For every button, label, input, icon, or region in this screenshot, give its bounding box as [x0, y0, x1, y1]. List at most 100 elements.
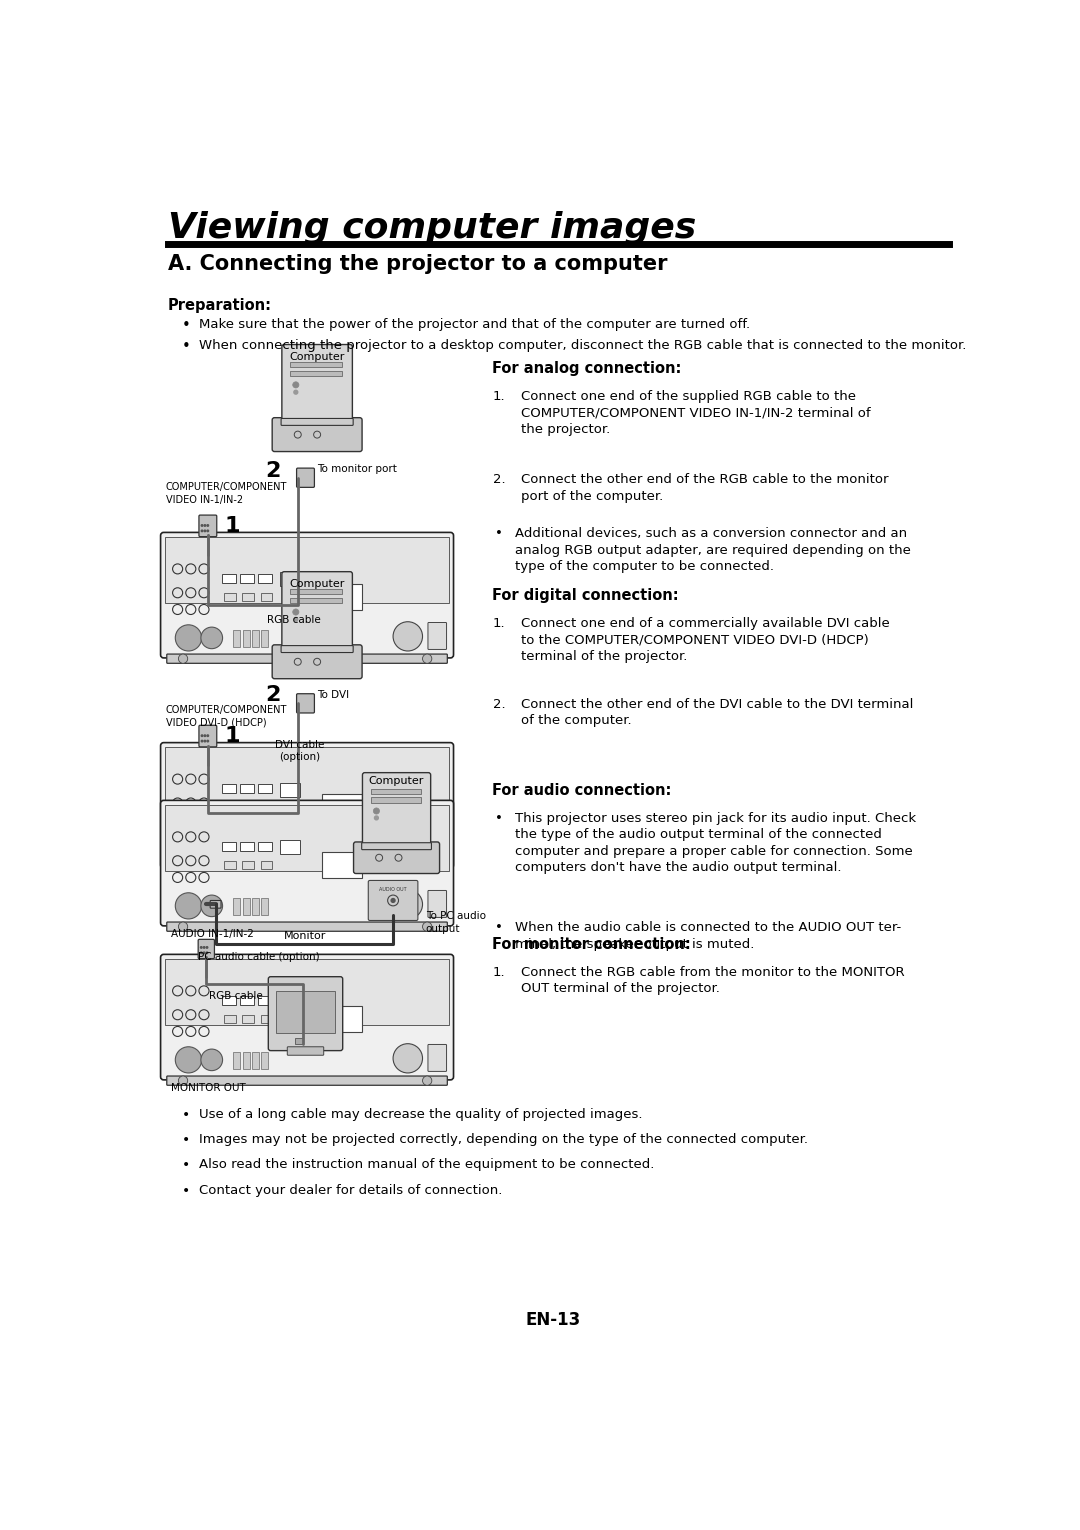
- FancyBboxPatch shape: [372, 789, 420, 794]
- Text: •: •: [181, 318, 190, 332]
- Circle shape: [201, 734, 203, 736]
- FancyBboxPatch shape: [261, 630, 268, 647]
- FancyBboxPatch shape: [272, 644, 362, 679]
- Text: •: •: [496, 812, 503, 825]
- FancyBboxPatch shape: [258, 996, 272, 1005]
- FancyBboxPatch shape: [233, 898, 241, 915]
- FancyBboxPatch shape: [280, 572, 300, 586]
- Circle shape: [201, 627, 222, 649]
- Text: When connecting the projector to a desktop computer, disconnect the RGB cable th: When connecting the projector to a deskt…: [199, 340, 966, 352]
- Circle shape: [393, 621, 422, 650]
- Circle shape: [207, 529, 208, 531]
- FancyBboxPatch shape: [272, 418, 362, 451]
- Circle shape: [207, 734, 208, 736]
- Circle shape: [201, 1050, 222, 1071]
- FancyBboxPatch shape: [165, 747, 449, 812]
- FancyBboxPatch shape: [221, 996, 235, 1005]
- FancyBboxPatch shape: [428, 832, 446, 860]
- FancyBboxPatch shape: [166, 864, 447, 874]
- Circle shape: [175, 835, 202, 861]
- FancyBboxPatch shape: [233, 1053, 241, 1069]
- Text: EN-13: EN-13: [526, 1311, 581, 1330]
- Text: To monitor port: To monitor port: [318, 464, 397, 474]
- FancyBboxPatch shape: [260, 803, 272, 811]
- FancyBboxPatch shape: [198, 939, 215, 959]
- Text: For audio connection:: For audio connection:: [491, 783, 671, 797]
- Circle shape: [422, 653, 432, 664]
- FancyBboxPatch shape: [280, 840, 300, 854]
- Text: 2: 2: [266, 461, 281, 480]
- Text: Computer: Computer: [289, 580, 345, 589]
- Circle shape: [393, 1043, 422, 1073]
- Circle shape: [204, 734, 205, 736]
- FancyBboxPatch shape: [225, 1016, 235, 1024]
- FancyBboxPatch shape: [252, 1053, 259, 1069]
- FancyBboxPatch shape: [362, 843, 431, 849]
- Circle shape: [203, 947, 205, 949]
- FancyBboxPatch shape: [252, 898, 259, 915]
- Circle shape: [175, 624, 202, 650]
- Circle shape: [374, 808, 379, 814]
- FancyBboxPatch shape: [211, 901, 221, 909]
- Circle shape: [175, 894, 202, 920]
- FancyBboxPatch shape: [297, 693, 314, 713]
- Circle shape: [201, 947, 202, 949]
- Circle shape: [178, 653, 188, 664]
- Text: 2.: 2.: [494, 473, 505, 487]
- FancyBboxPatch shape: [282, 572, 352, 649]
- Text: When the audio cable is connected to the AUDIO OUT ter-
minal, the speaker outpu: When the audio cable is connected to the…: [515, 921, 901, 950]
- FancyBboxPatch shape: [291, 363, 342, 367]
- Circle shape: [178, 864, 188, 874]
- FancyBboxPatch shape: [166, 653, 447, 664]
- Circle shape: [207, 525, 208, 526]
- FancyBboxPatch shape: [363, 773, 431, 846]
- Circle shape: [293, 609, 299, 615]
- Text: For monitor connection:: For monitor connection:: [491, 936, 690, 952]
- Circle shape: [393, 832, 422, 861]
- Text: COMPUTER/COMPONENT
VIDEO IN-1/IN-2: COMPUTER/COMPONENT VIDEO IN-1/IN-2: [166, 482, 287, 505]
- FancyBboxPatch shape: [221, 574, 235, 583]
- FancyBboxPatch shape: [261, 840, 268, 857]
- FancyBboxPatch shape: [243, 1053, 249, 1069]
- Text: 1.: 1.: [494, 965, 505, 979]
- FancyBboxPatch shape: [260, 1016, 272, 1024]
- FancyBboxPatch shape: [258, 785, 272, 794]
- FancyBboxPatch shape: [281, 418, 353, 425]
- Circle shape: [294, 390, 298, 395]
- Circle shape: [204, 525, 205, 526]
- FancyBboxPatch shape: [242, 1016, 254, 1024]
- Text: AUDIO OUT: AUDIO OUT: [379, 887, 407, 892]
- FancyBboxPatch shape: [322, 1007, 362, 1033]
- Text: Computer: Computer: [289, 352, 345, 363]
- FancyBboxPatch shape: [322, 584, 362, 610]
- Text: Connect the RGB cable from the monitor to the MONITOR
OUT terminal of the projec: Connect the RGB cable from the monitor t…: [521, 965, 905, 996]
- FancyBboxPatch shape: [233, 840, 241, 857]
- FancyBboxPatch shape: [243, 898, 249, 915]
- Circle shape: [206, 947, 207, 949]
- FancyBboxPatch shape: [165, 959, 449, 1025]
- FancyBboxPatch shape: [225, 803, 235, 811]
- Circle shape: [175, 1047, 202, 1073]
- Text: To DVI: To DVI: [318, 690, 349, 699]
- Circle shape: [207, 741, 208, 742]
- Text: This projector uses stereo pin jack for its audio input. Check
the type of the a: This projector uses stereo pin jack for …: [515, 812, 916, 875]
- FancyBboxPatch shape: [243, 630, 249, 647]
- Circle shape: [422, 923, 432, 932]
- FancyBboxPatch shape: [322, 794, 362, 820]
- Circle shape: [201, 529, 203, 531]
- Text: Connect the other end of the RGB cable to the monitor
port of the computer.: Connect the other end of the RGB cable t…: [521, 473, 889, 503]
- Text: MONITOR OUT: MONITOR OUT: [172, 1083, 246, 1092]
- FancyBboxPatch shape: [372, 797, 420, 803]
- FancyBboxPatch shape: [428, 890, 446, 918]
- Circle shape: [201, 525, 203, 526]
- Text: Additional devices, such as a conversion connector and an
analog RGB output adap: Additional devices, such as a conversion…: [515, 526, 910, 574]
- FancyBboxPatch shape: [166, 923, 447, 932]
- Text: Preparation:: Preparation:: [167, 297, 271, 312]
- FancyBboxPatch shape: [282, 344, 352, 422]
- Text: 1: 1: [225, 516, 241, 536]
- Text: Connect one end of the supplied RGB cable to the
COMPUTER/COMPONENT VIDEO IN-1/I: Connect one end of the supplied RGB cabl…: [521, 390, 870, 436]
- Text: DVI cable
(option): DVI cable (option): [274, 739, 324, 762]
- Text: 1.: 1.: [494, 617, 505, 630]
- Text: 1: 1: [225, 727, 241, 747]
- FancyBboxPatch shape: [258, 842, 272, 851]
